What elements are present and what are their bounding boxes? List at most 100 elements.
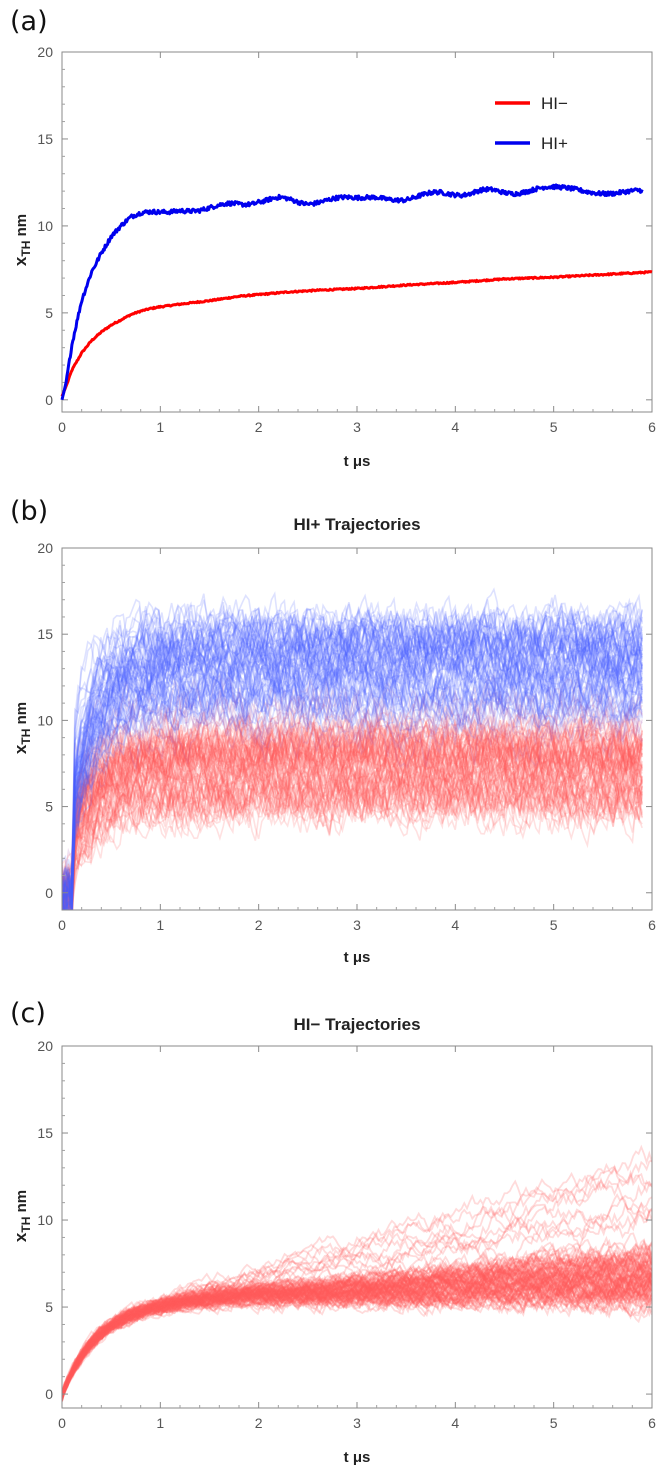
trajectory-line	[62, 1201, 652, 1392]
trajectory-line	[62, 1283, 652, 1397]
trajectory-line	[62, 1254, 652, 1400]
trajectory-line	[62, 722, 643, 910]
trajectory-line	[62, 1261, 652, 1400]
trajectory-line	[62, 635, 643, 910]
trajectory-line	[62, 764, 643, 910]
trajectory-line	[62, 608, 643, 902]
legend-a: HI− HI+	[495, 94, 568, 153]
x-tick-label-6: 6	[648, 1415, 656, 1431]
trajectory-line	[62, 714, 643, 908]
trajectory-line	[62, 1144, 652, 1399]
trajectory-line	[62, 623, 643, 895]
trajectory-line	[62, 763, 643, 905]
trajectory-line	[62, 632, 643, 898]
trajectory-line	[62, 1172, 652, 1395]
y-axis-title-b: xTH nm	[11, 702, 33, 754]
trajectory-line	[62, 591, 643, 910]
trajectory-line	[62, 615, 643, 906]
y-tick-label-0: 0	[45, 392, 53, 408]
trajectory-line	[62, 1238, 652, 1395]
trajectory-line	[62, 1257, 652, 1400]
trajectory-line	[62, 1248, 652, 1399]
trajectory-line	[62, 625, 643, 910]
trajectory-line	[62, 708, 643, 910]
trajectory-line	[62, 1280, 652, 1395]
trajectory-line	[63, 604, 643, 910]
trajectory-line	[62, 633, 643, 910]
trajectory-line	[62, 1273, 652, 1401]
trajectory-line	[62, 1238, 652, 1397]
x-axis-title-b: t μs	[344, 949, 371, 966]
trajectory-line	[62, 1265, 652, 1398]
trajectory-line	[62, 1283, 652, 1396]
x-tick-label-6: 6	[648, 419, 656, 435]
trajectory-line	[62, 1276, 652, 1393]
trajectory-line	[62, 1270, 652, 1398]
trajectory-line	[62, 770, 643, 908]
trajectory-line	[62, 723, 643, 906]
trajectory-line	[62, 599, 643, 910]
x-tick-label-6: 6	[648, 917, 656, 933]
trajectory-line	[62, 726, 643, 890]
trajectory-line	[62, 606, 643, 899]
chart-title-b: HI+ Trajectories	[293, 515, 420, 534]
trajectory-line	[62, 1244, 652, 1398]
trajectory-line	[62, 1264, 652, 1397]
trajectory-line	[62, 1274, 652, 1396]
x-tick-label-5: 5	[550, 917, 558, 933]
trajectory-line	[62, 607, 643, 910]
trajectory-line	[62, 729, 643, 910]
trajectory-line	[62, 723, 643, 904]
trajectory-line	[62, 665, 643, 899]
trajectory-line	[62, 757, 643, 905]
trajectory-line	[62, 612, 643, 910]
plot-area-b: 0 1 2 3 4 5 6 0 5 10 15 20	[37, 540, 656, 933]
trajectory-line	[62, 1246, 652, 1398]
trajectory-line	[62, 600, 643, 910]
y-tick-label-5: 5	[45, 1299, 53, 1315]
trajectory-line	[62, 664, 643, 910]
trajectory-line	[63, 641, 643, 910]
trajectory-line	[62, 1266, 652, 1402]
ticks-a: 0 1 2 3 4 5 6 0 5 10 15 20	[37, 44, 656, 435]
trajectory-line	[62, 1271, 652, 1395]
trajectory-line	[62, 730, 643, 888]
y-tick-label-20: 20	[37, 1038, 53, 1054]
trajectory-line	[62, 602, 643, 901]
trajectory-line	[62, 1280, 652, 1397]
y-tick-label-5: 5	[45, 799, 53, 815]
trajectory-line	[62, 620, 643, 892]
panel-letter-a: (a)	[10, 6, 48, 37]
trajectory-line	[62, 1276, 652, 1402]
trajectory-line	[62, 1276, 652, 1394]
trajectory-line	[64, 606, 643, 910]
trajectory-line	[62, 630, 643, 910]
trajectory-line	[62, 1277, 652, 1392]
y-tick-label-0: 0	[45, 1386, 53, 1402]
trajectory-line	[62, 1245, 652, 1395]
chart-a: (a) 0 1 2 3 4 5 6 0 5 10 15 20 HI− HI+ t μs xTH nm	[10, 6, 656, 470]
trajectory-line	[62, 1281, 652, 1398]
x-tick-label-5: 5	[550, 419, 558, 435]
trajectory-line	[64, 717, 643, 910]
trajectory-line	[62, 1266, 652, 1397]
trajectory-line	[62, 1272, 652, 1399]
trajectory-line	[62, 1235, 652, 1395]
x-tick-label-4: 4	[451, 917, 459, 933]
trajectory-line	[62, 703, 643, 910]
trajectory-line	[62, 1270, 652, 1398]
trajectory-line	[62, 1209, 652, 1391]
trajectory-line	[62, 1283, 652, 1393]
trajectory-line	[62, 627, 643, 910]
trajectory-line	[62, 1242, 652, 1400]
x-axis-title-c: t μs	[344, 1449, 371, 1466]
panel-c: (c) HI− Trajectories 0 1 2 3 4 5 6 0 5 10 15 20 t μ…	[0, 986, 660, 1466]
trajectory-line	[62, 1248, 652, 1401]
x-tick-label-2: 2	[255, 1415, 263, 1431]
trajectory-line	[62, 627, 643, 910]
trajectory-line	[62, 1260, 652, 1398]
trajectory-line	[62, 762, 643, 910]
trajectory-line	[62, 686, 643, 902]
trajectory-line	[62, 756, 643, 910]
trajectory-line	[62, 703, 643, 910]
